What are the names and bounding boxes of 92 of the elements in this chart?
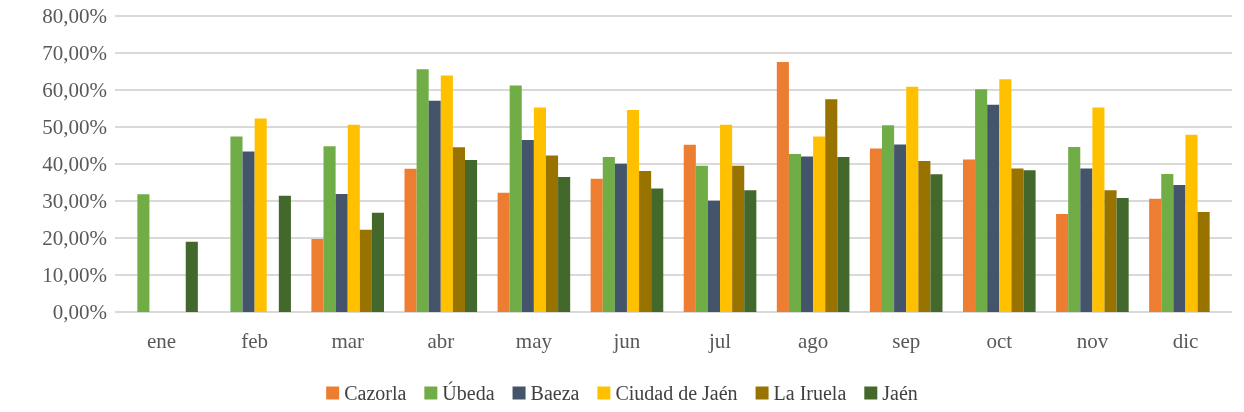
- bar: [720, 124, 733, 312]
- bar: [1173, 185, 1186, 312]
- bar: [999, 79, 1012, 312]
- x-tick-label: nov: [1076, 328, 1109, 353]
- bar: [1011, 168, 1024, 312]
- legend-label: Jaén: [882, 382, 918, 404]
- bar: [776, 61, 789, 312]
- bar: [614, 163, 627, 312]
- bar: [707, 200, 721, 312]
- bar: [906, 86, 919, 312]
- bar: [440, 75, 453, 312]
- legend-label: Cazorla: [344, 382, 407, 404]
- bar: [242, 151, 255, 312]
- bar: [1092, 107, 1105, 312]
- bar: [695, 165, 708, 312]
- bar: [497, 192, 510, 312]
- legend-label: Ciudad de Jaén: [615, 382, 738, 404]
- bar: [1116, 198, 1129, 312]
- bar: [626, 109, 640, 312]
- x-tick-label: may: [515, 328, 553, 353]
- bar: [1056, 213, 1069, 312]
- bar: [558, 176, 571, 312]
- bar: [813, 136, 826, 312]
- bar: [894, 144, 907, 312]
- y-tick-label: 30,00%: [42, 189, 107, 213]
- x-tick-label: oct: [986, 328, 1013, 353]
- bar: [987, 104, 1000, 312]
- bar: [882, 125, 895, 312]
- bar: [311, 239, 324, 312]
- bar: [347, 124, 360, 312]
- bar: [651, 188, 664, 312]
- bar: [533, 107, 546, 312]
- bar: [428, 100, 441, 312]
- bar: [837, 156, 850, 312]
- bar: [918, 161, 931, 312]
- bar: [1149, 198, 1162, 312]
- bar: [1161, 173, 1174, 312]
- legend-label: Baeza: [530, 382, 580, 404]
- x-tick-label: ene: [146, 328, 177, 353]
- bar: [137, 194, 150, 312]
- bar: [732, 165, 745, 312]
- bar: [335, 193, 348, 312]
- bar: [1080, 168, 1093, 312]
- y-tick-label: 70,00%: [42, 41, 107, 65]
- bar: [1023, 170, 1036, 312]
- bar: [869, 148, 883, 312]
- x-tick-label: sep: [892, 328, 921, 353]
- bar: [416, 69, 429, 312]
- y-tick-label: 80,00%: [42, 4, 107, 28]
- bar: [590, 178, 603, 312]
- legend-label: La Iruela: [773, 382, 847, 404]
- y-tick-label: 40,00%: [42, 152, 107, 176]
- bar: [1185, 134, 1198, 312]
- bar: [278, 195, 291, 312]
- bar: [371, 212, 385, 312]
- bar: [683, 144, 696, 312]
- bar: [1197, 212, 1210, 312]
- bar: [930, 174, 943, 312]
- x-tick-label: ago: [797, 328, 829, 353]
- x-tick-label: mar: [331, 328, 365, 353]
- bar: [452, 147, 465, 312]
- bar: [185, 241, 198, 312]
- bar: [230, 136, 243, 312]
- x-tick-label: dic: [1172, 328, 1199, 353]
- bar: [254, 118, 267, 312]
- bar: [1068, 146, 1081, 312]
- bar: [509, 85, 522, 312]
- y-tick-label: 10,00%: [42, 263, 107, 287]
- bar: [464, 159, 478, 312]
- y-tick-label: 20,00%: [42, 226, 107, 250]
- bar: [323, 146, 336, 312]
- x-tick-label: jul: [707, 328, 732, 353]
- bar: [801, 156, 814, 312]
- y-tick-label: 50,00%: [42, 115, 107, 139]
- x-tick-label: abr: [427, 328, 455, 353]
- bar: [639, 171, 652, 312]
- bar: [359, 229, 372, 312]
- bar: [545, 155, 559, 312]
- bar: [788, 154, 802, 312]
- x-tick-label: jun: [612, 328, 641, 353]
- bar: [1104, 190, 1117, 312]
- bar: [404, 168, 417, 312]
- bar: [744, 190, 757, 312]
- legend-label: Úbeda: [442, 381, 495, 404]
- y-tick-label: 0,00%: [52, 300, 107, 324]
- bar: [962, 159, 976, 312]
- x-tick-label: feb: [241, 328, 269, 353]
- bar: [975, 89, 988, 312]
- bar: [825, 99, 838, 312]
- y-tick-label: 60,00%: [42, 78, 107, 102]
- bar: [602, 156, 615, 312]
- bar: [521, 139, 534, 312]
